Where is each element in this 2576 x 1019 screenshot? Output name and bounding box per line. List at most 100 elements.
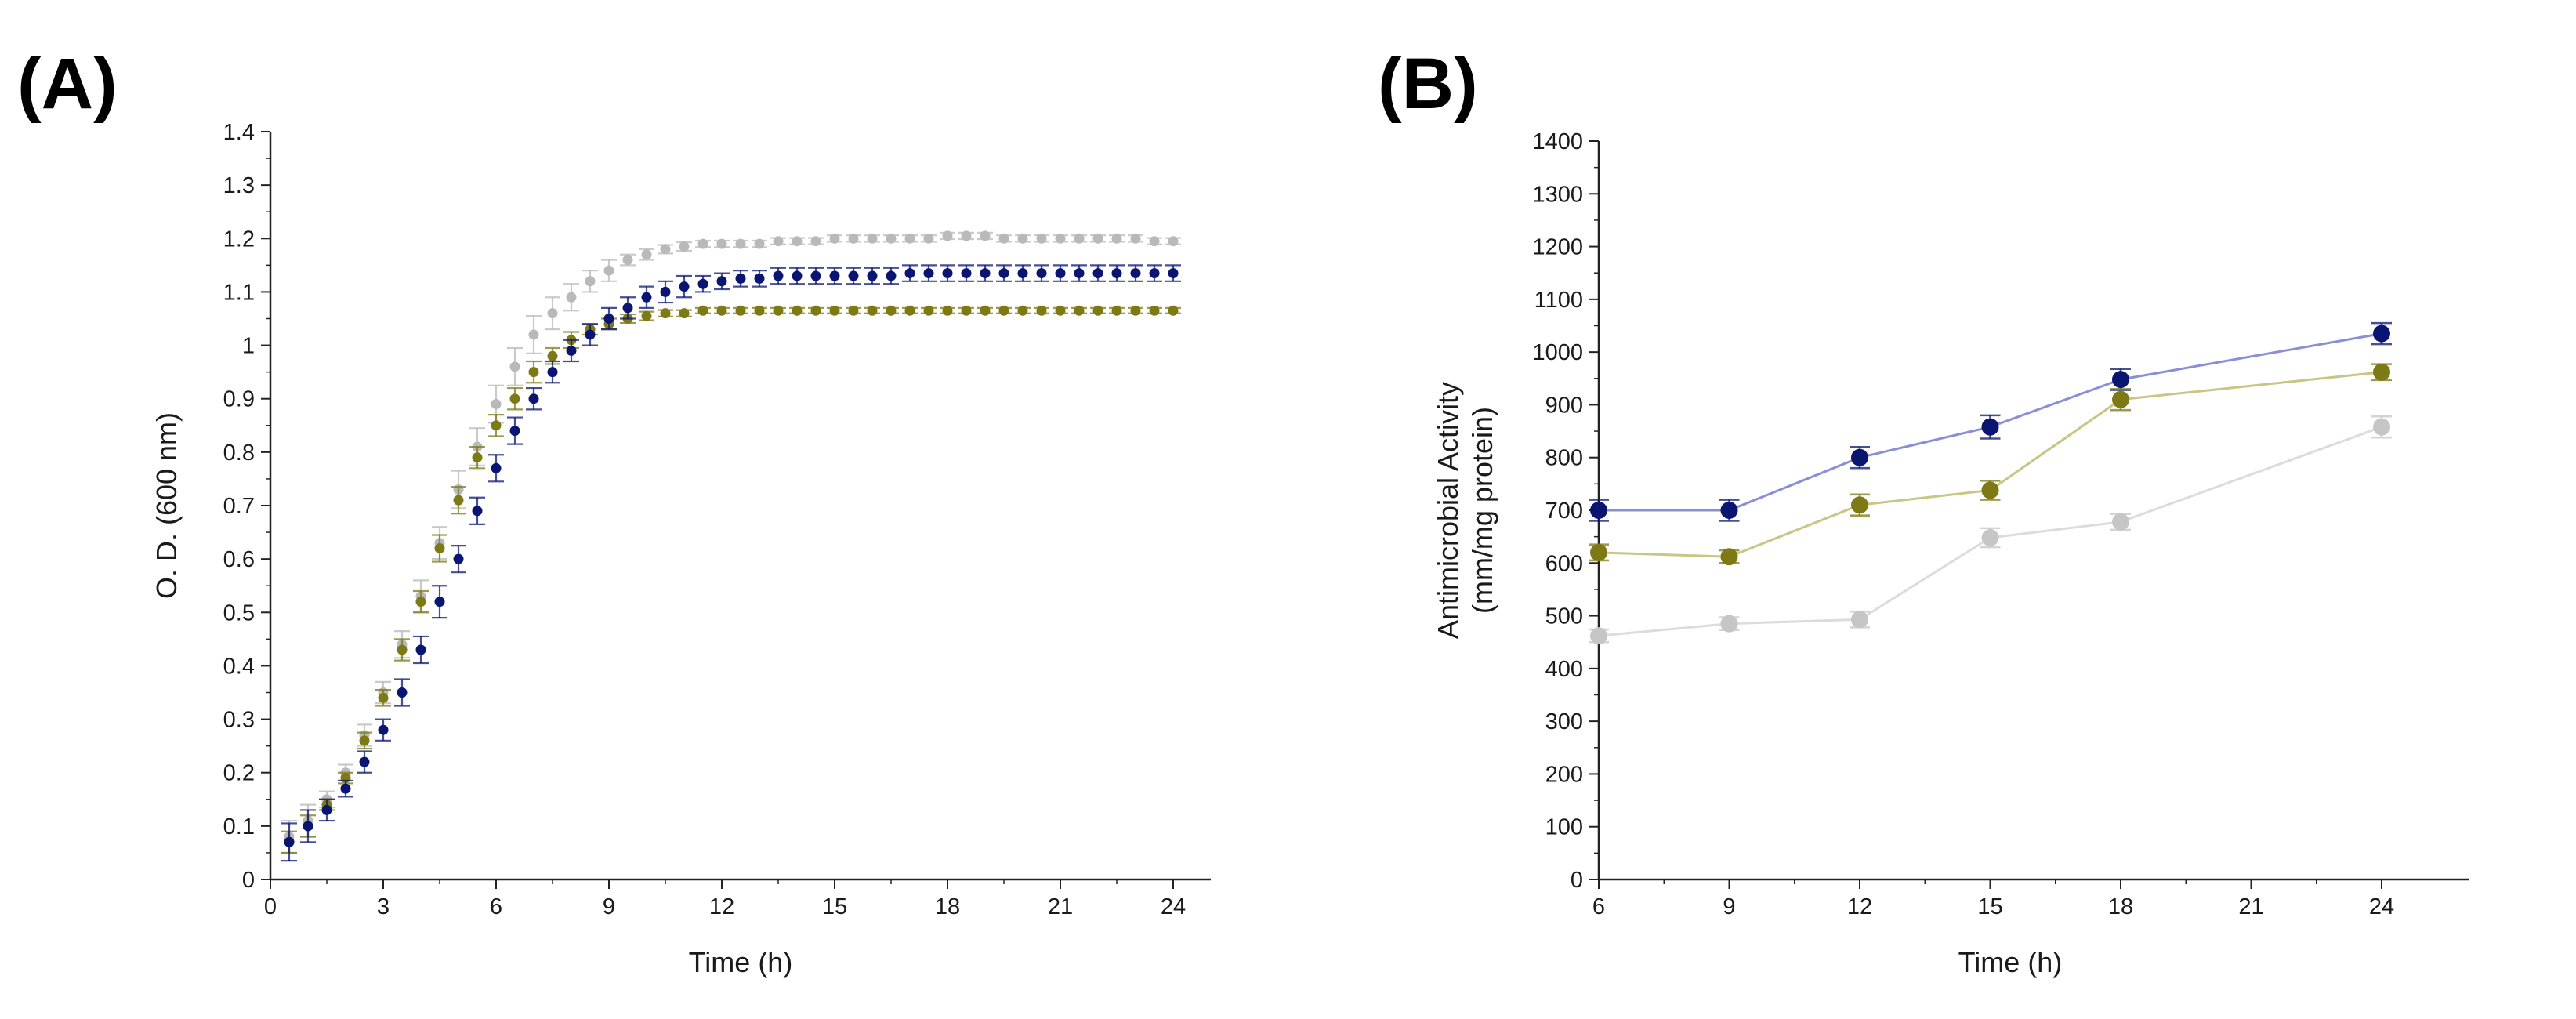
panel-b-series-line: [1598, 426, 2382, 637]
panel-b: (B) 0 100 200 300 400 500 600 700 800 900 1000 1100…: [1378, 44, 2469, 978]
panel-a-data-point: [697, 305, 708, 316]
panel-b-data-point: [1981, 418, 1999, 436]
panel-a-data-point: [1055, 268, 1066, 279]
panel-a-data-point: [397, 644, 408, 655]
panel-a-data-point: [867, 305, 878, 316]
panel-a-data-point: [904, 305, 915, 316]
panel-a-data-point: [303, 821, 313, 832]
panel-a-data-point: [735, 305, 746, 316]
panel-a-data-point: [359, 735, 370, 746]
panel-b-data-point: [2373, 363, 2390, 381]
panel-a-data-point: [848, 305, 859, 316]
panel-a-data-point: [829, 233, 840, 244]
panel-a-y-tick-label: 0.8: [223, 441, 255, 466]
panel-a-data-point: [792, 270, 803, 281]
panel-a-data-point: [509, 426, 520, 437]
panel-a-data-point: [942, 230, 953, 241]
panel-b-y-tick-label: 600: [1545, 551, 1583, 576]
panel-a-data-point: [453, 553, 464, 564]
panel-a-data-point: [998, 268, 1009, 279]
panel-a-data-point: [679, 308, 690, 319]
panel-b-plot-area: 0 100 200 300 400 500 600 700 800 900 1000 1100 1200…: [1432, 129, 2469, 978]
panel-b-x-tick-label: 15: [1977, 894, 2002, 919]
panel-b-x-tick-label: 21: [2238, 894, 2263, 919]
panel-a-data-point: [848, 233, 859, 244]
panel-a-data-point: [472, 452, 483, 463]
panel-a-y-tick-label: 0.6: [223, 547, 255, 572]
panel-a-y-tick-label: 1.3: [223, 173, 255, 198]
panel-a-data-point: [735, 273, 746, 284]
panel-a-data-point: [810, 270, 821, 281]
panel-a-data-point: [886, 233, 897, 244]
panel-a-data-point: [961, 305, 972, 316]
panel-b-x-tick-label: 18: [2108, 894, 2133, 919]
panel-a-data-point: [716, 276, 727, 287]
panel-a-data-point: [415, 597, 426, 607]
panel-a-data-point: [434, 597, 445, 607]
panel-a-data-point: [622, 255, 633, 266]
panel-b-label: (B): [1378, 44, 1478, 124]
panel-a-y-axis-title: O. D. (600 nm): [150, 412, 183, 599]
panel-a-data-point: [998, 233, 1009, 244]
panel-b-data-point: [1851, 611, 1868, 629]
panel-a-data-point: [1149, 268, 1160, 279]
panel-b-y-tick-label: 1300: [1532, 182, 1583, 207]
panel-a-data-point: [810, 305, 821, 316]
panel-a-data-point: [697, 278, 708, 289]
panel-b-series-line: [1599, 332, 2382, 512]
panel-b-y-tick-label: 500: [1545, 604, 1583, 629]
panel-a-data-point: [1092, 305, 1103, 316]
panel-a-data-point: [660, 308, 671, 319]
panel-b-data-point: [2112, 390, 2129, 408]
panel-a-data-point: [566, 292, 577, 303]
panel-a-data-point: [566, 345, 577, 356]
panel-a-data-point: [754, 305, 765, 316]
panel-a-data-point: [415, 644, 426, 655]
panel-a-data-point: [1036, 268, 1047, 279]
panel-a-data-point: [1111, 268, 1122, 279]
panel-b-y-tick-label: 300: [1545, 709, 1583, 734]
panel-a-data-point: [829, 305, 840, 316]
panel-a-data-point: [641, 249, 652, 260]
panel-a-y-tick-label: 0.5: [223, 600, 255, 626]
panel-b-y-tick-label: 400: [1545, 657, 1583, 682]
panel-a-data-point: [528, 329, 539, 340]
panel-a-data-point: [340, 783, 351, 794]
panel-a-data-point: [998, 305, 1009, 316]
panel-a-data-point: [378, 724, 389, 735]
panel-a-x-tick-label: 3: [377, 894, 389, 919]
panel-a-data-point: [980, 230, 991, 241]
panel-a-data-point: [961, 230, 972, 241]
panel-a-data-point: [453, 495, 464, 506]
panel-b-data-point: [1720, 615, 1738, 633]
panel-a-data-point: [754, 273, 765, 284]
panel-a-data-point: [1092, 233, 1103, 244]
panel-a-data-point: [1017, 305, 1028, 316]
panel-a-data-point: [942, 268, 953, 279]
panel-a-data-point: [359, 756, 370, 767]
panel-a-data-point: [284, 836, 295, 847]
panel-b-data-point: [1981, 481, 1999, 499]
panel-b-data-point: [1720, 548, 1738, 566]
panel-a-data-point: [378, 692, 389, 703]
panel-a-data-point: [1017, 268, 1028, 279]
panel-a-data-point: [867, 270, 878, 281]
panel-b-x-tick-label: 12: [1847, 894, 1872, 919]
panel-a-x-tick-label: 21: [1048, 894, 1073, 919]
panel-a-series-olive: [281, 305, 1181, 854]
panel-a-data-point: [1111, 305, 1122, 316]
panel-a-data-point: [585, 329, 596, 340]
panel-b-data-point: [1590, 502, 1607, 519]
panel-a-data-point: [528, 367, 539, 378]
panel-a-y-tick-label: 0.9: [223, 387, 255, 412]
panel-a-data-point: [1130, 268, 1141, 279]
panel-a-x-tick-label: 9: [603, 894, 615, 919]
panel-a-data-point: [547, 350, 558, 361]
panel-a-x-tick-label: 12: [709, 894, 734, 919]
panel-b-data-point: [1851, 448, 1868, 466]
panel-a-data-point: [792, 236, 803, 247]
panel-b-data-point: [2373, 418, 2390, 436]
panel-a-data-point: [1168, 236, 1179, 247]
panel-a-data-point: [641, 292, 652, 303]
panel-a-data-point: [792, 305, 803, 316]
